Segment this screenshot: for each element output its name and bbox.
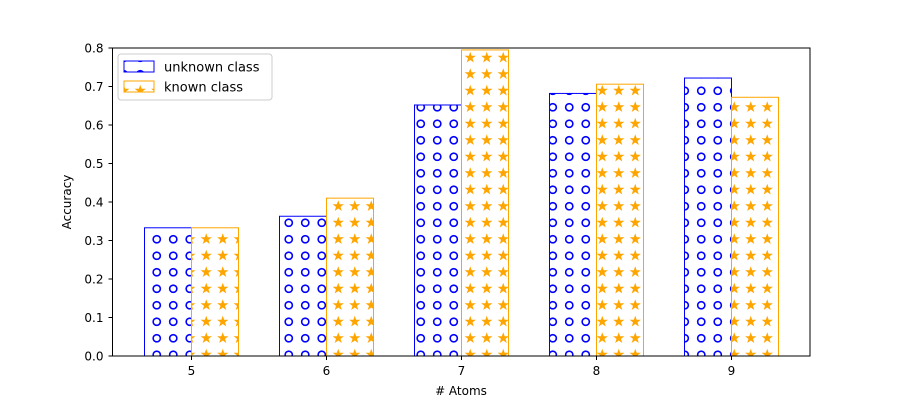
bar-unknown-class-5 bbox=[144, 227, 192, 357]
x-axis: 5 6 7 8 9 bbox=[188, 356, 736, 378]
y-tick-label: 0.3 bbox=[84, 234, 103, 248]
y-tick-label: 0.7 bbox=[84, 80, 103, 94]
bar-known-class-9 bbox=[731, 96, 779, 357]
legend-swatch-known-class bbox=[123, 80, 155, 93]
legend-box bbox=[117, 53, 273, 101]
bars-layer bbox=[144, 49, 779, 357]
legend: unknown class known class bbox=[117, 53, 273, 101]
y-axis: 0.0 0.1 0.2 0.3 0.4 0.5 0.6 0.7 0.8 bbox=[84, 42, 113, 364]
bar-known-class-8 bbox=[596, 83, 644, 357]
legend-label-unknown-class: unknown class bbox=[164, 61, 260, 76]
y-tick-label: 0.0 bbox=[84, 350, 103, 364]
y-tick-label: 0.5 bbox=[84, 157, 103, 171]
y-tick-label: 0.4 bbox=[84, 196, 103, 210]
bar-unknown-class-6 bbox=[279, 215, 327, 357]
y-tick-label: 0.2 bbox=[84, 273, 103, 287]
x-tick-label: 5 bbox=[188, 364, 196, 378]
y-tick-label: 0.1 bbox=[84, 311, 103, 325]
bar-known-class-7 bbox=[461, 49, 509, 357]
bar-unknown-class-7 bbox=[414, 104, 462, 357]
bar-known-class-6 bbox=[326, 197, 374, 357]
bar-unknown-class-9 bbox=[684, 77, 732, 357]
x-tick-label: 8 bbox=[593, 364, 601, 378]
x-tick-label: 6 bbox=[323, 364, 331, 378]
bar-known-class-5 bbox=[191, 227, 239, 357]
bar-unknown-class-8 bbox=[549, 92, 597, 357]
x-axis-label: # Atoms bbox=[435, 384, 487, 398]
x-tick-label: 9 bbox=[728, 364, 736, 378]
y-tick-label: 0.6 bbox=[84, 119, 103, 133]
y-tick-label: 0.8 bbox=[84, 42, 103, 56]
y-axis-label: Accuracy bbox=[60, 175, 74, 230]
legend-label-known-class: known class bbox=[164, 81, 243, 96]
legend-swatch-unknown-class bbox=[123, 60, 155, 73]
x-tick-label: 7 bbox=[458, 364, 466, 378]
